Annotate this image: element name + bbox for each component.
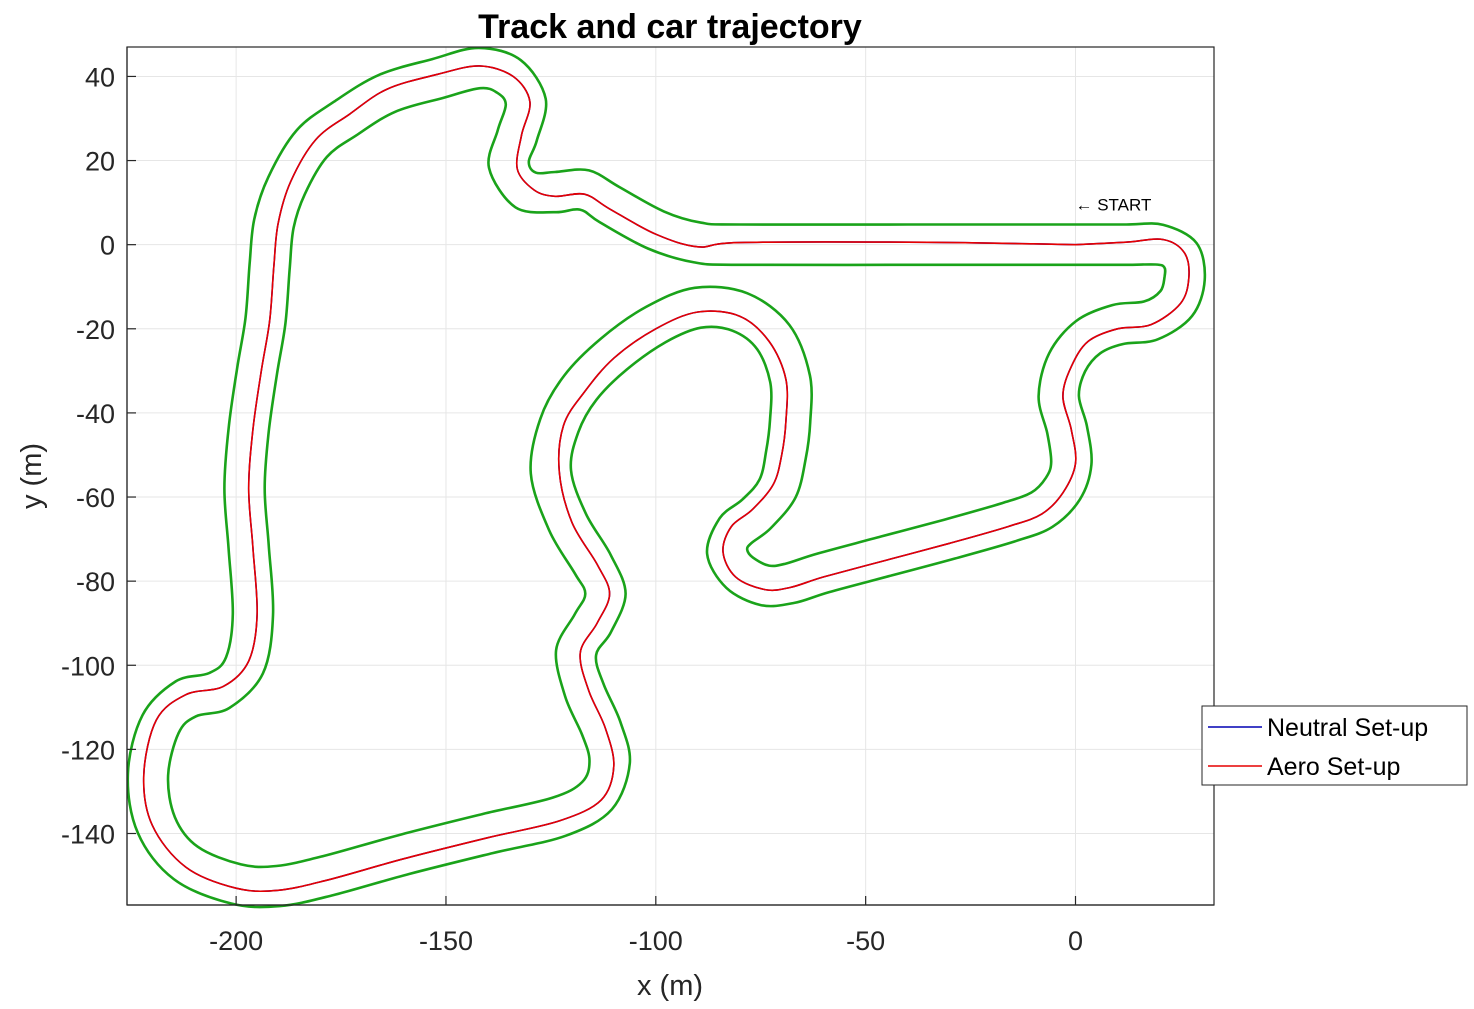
- x-axis-label: x (m): [637, 970, 703, 1002]
- track-inner-boundary: [126, 46, 1207, 909]
- legend-label-neutral: Neutral Set-up: [1267, 714, 1428, 742]
- axis-ticks: -200 -150 -100 -50 0 40 20 0 -20 -40 -60 -80 -100 -12…: [61, 62, 1083, 956]
- track-boundaries: [126, 46, 1207, 909]
- x-tick-label: -200: [209, 926, 263, 956]
- y-tick-label: -100: [61, 651, 115, 681]
- y-tick-label: -20: [76, 315, 115, 345]
- y-tick-label: -120: [61, 735, 115, 765]
- x-tick-label: -100: [629, 926, 683, 956]
- y-tick-label: 0: [100, 231, 115, 261]
- legend[interactable]: Neutral Set-up Aero Set-up: [1201, 705, 1468, 786]
- grid-lines: [127, 47, 1214, 905]
- legend-label-aero: Aero Set-up: [1267, 753, 1400, 781]
- series-line-neutral: [142, 65, 1190, 893]
- series-line-aero: [142, 65, 1190, 893]
- track-outer-boundary: [166, 86, 1167, 869]
- y-tick-label: 20: [85, 147, 115, 177]
- y-tick-label: -140: [61, 820, 115, 850]
- y-tick-label: -60: [76, 483, 115, 513]
- y-axis-label: y (m): [16, 443, 48, 509]
- x-tick-label: -50: [846, 926, 885, 956]
- chart-title: Track and car trajectory: [478, 8, 862, 46]
- y-tick-label: -40: [76, 399, 115, 429]
- y-tick-label: 40: [85, 62, 115, 92]
- start-annotation: ← START: [1076, 196, 1152, 215]
- axes-frame: [126, 46, 1215, 906]
- series-lines: [142, 65, 1190, 893]
- y-tick-label: -80: [76, 567, 115, 597]
- legend-box: [1201, 705, 1468, 786]
- x-tick-label: 0: [1068, 926, 1083, 956]
- x-tick-label: -150: [419, 926, 473, 956]
